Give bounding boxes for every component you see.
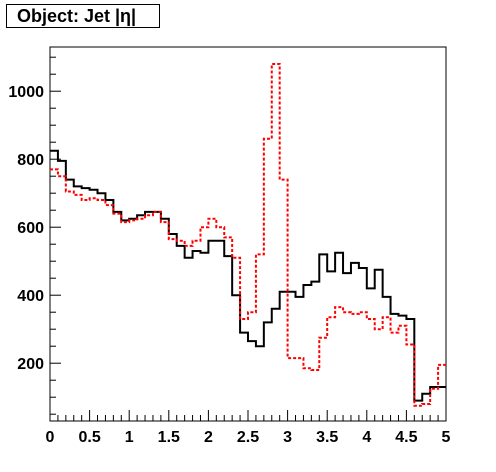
x-tick-label: 2.5	[237, 429, 259, 446]
x-tick-label: 5	[442, 429, 451, 446]
series-1	[50, 63, 446, 407]
y-tick-label: 1000	[8, 84, 44, 101]
x-tick-label: 0.5	[78, 429, 100, 446]
y-tick-label: 200	[17, 356, 44, 373]
x-tick-label: 1	[125, 429, 134, 446]
x-tick-label: 1.5	[158, 429, 180, 446]
series-layer	[50, 63, 446, 407]
x-tick-label: 4.5	[395, 429, 417, 446]
plot-frame	[49, 46, 447, 422]
x-tick-label: 2	[204, 429, 213, 446]
x-tick-label: 0	[46, 429, 55, 446]
axis-layer: 0 0.5 1 1.5 2 2.5 3 3.5 4 4.5 5 200 400 600 800 1000	[8, 56, 451, 446]
y-tick-label: 400	[17, 288, 44, 305]
y-tick-label: 600	[17, 220, 44, 237]
x-tick-label: 3.5	[316, 429, 338, 446]
x-tick-label: 3	[283, 429, 292, 446]
y-tick-label: 800	[17, 152, 44, 169]
series-1-line	[50, 63, 446, 407]
chart-title: Object: Jet |η|	[6, 4, 160, 28]
x-tick-label: 4	[362, 429, 371, 446]
